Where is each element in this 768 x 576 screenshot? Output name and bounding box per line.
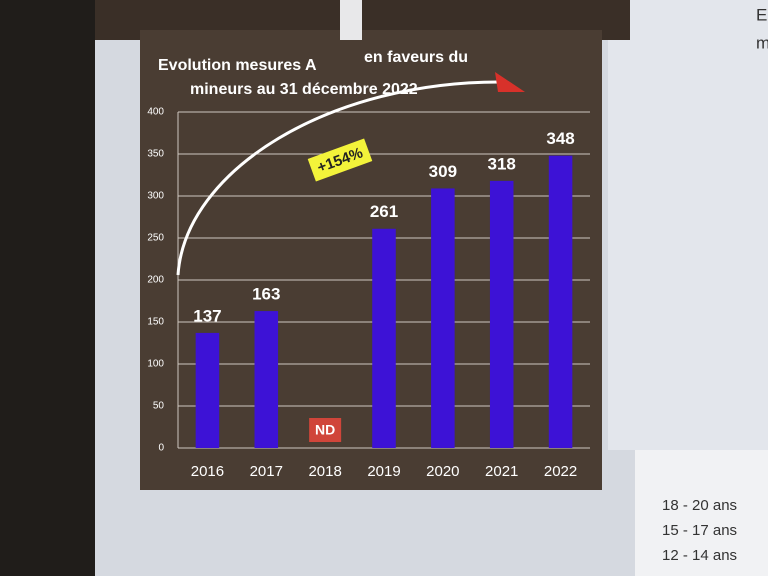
x-tick-label: 2017	[250, 463, 283, 480]
side-text: E	[756, 5, 767, 24]
data-label: 137	[193, 306, 221, 325]
data-label: 318	[488, 154, 516, 173]
x-tick-label: 2016	[191, 463, 224, 480]
data-label: ND	[315, 422, 335, 438]
missing-label-box	[309, 418, 342, 442]
occluder	[340, 0, 362, 40]
y-tick-label: 250	[147, 233, 164, 244]
y-tick-label: 300	[147, 191, 164, 202]
data-label: 348	[546, 129, 574, 148]
data-label: 163	[252, 285, 280, 304]
x-tick-label: 2021	[485, 463, 518, 480]
bar	[372, 228, 396, 448]
y-tick-label: 150	[147, 317, 164, 328]
side-table-row: 15 - 17 ans	[662, 522, 737, 539]
y-tick-label: 50	[153, 401, 165, 412]
bar	[195, 332, 220, 448]
chart-title: Evolution mesures A	[158, 57, 317, 74]
x-tick-label: 2019	[367, 463, 400, 480]
slide-right	[608, 0, 768, 450]
data-label: 309	[429, 162, 457, 181]
y-tick-label: 200	[147, 275, 164, 286]
side-text: m	[756, 33, 768, 52]
bar	[548, 155, 573, 448]
x-tick-label: 2022	[544, 463, 577, 480]
bar	[489, 180, 514, 448]
chart-title: mineurs au 31 décembre 2022	[190, 81, 418, 98]
side-table-row: 18 - 20 ans	[662, 497, 737, 514]
x-tick-label: 2018	[308, 463, 341, 480]
growth-arrow	[176, 80, 506, 276]
bar	[254, 311, 279, 448]
bar	[431, 188, 455, 448]
side-table-box	[635, 450, 768, 576]
annotation-box	[307, 138, 373, 182]
y-tick-label: 350	[147, 149, 164, 160]
y-tick-label: 100	[147, 359, 164, 370]
x-tick-label: 2020	[426, 463, 459, 480]
arrow-head	[495, 72, 525, 92]
chart-title: en faveurs du	[364, 49, 468, 66]
side-table-row: 12 - 14 ans	[662, 547, 737, 564]
data-label: 261	[370, 202, 398, 221]
y-tick-label: 400	[147, 107, 164, 118]
y-tick-label: 0	[158, 443, 164, 454]
